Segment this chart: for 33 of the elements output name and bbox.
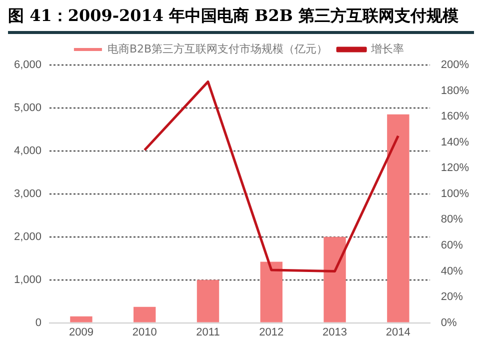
x-tick-label: 2011 <box>196 326 220 338</box>
y2-tick-label: 40% <box>440 265 464 278</box>
y2-tick-label: 0% <box>440 316 457 329</box>
y2-tick-label: 20% <box>440 291 464 304</box>
x-tick-label: 2014 <box>386 326 410 338</box>
y-tick-label: 2,000 <box>14 230 42 243</box>
bar <box>70 316 92 322</box>
bar <box>196 280 220 322</box>
y2-tick-label: 100% <box>440 188 470 200</box>
x-tick-label: 2010 <box>132 326 157 338</box>
y2-tick-label: 180% <box>440 84 470 97</box>
y-tick-label: 4,000 <box>14 144 42 157</box>
bar <box>387 114 410 322</box>
legend-label: 增长率 <box>370 42 404 56</box>
y2-tick-label: 60% <box>440 239 464 252</box>
bar <box>324 236 346 322</box>
bar <box>134 306 156 322</box>
y-tick-label: 3,000 <box>14 188 42 200</box>
y-tick-label: 5,000 <box>14 102 42 114</box>
y-tick-label: 0 <box>35 316 42 329</box>
chart-title: 图 41：2009-2014 年中国电商 B2B 第三方互联网支付规模 <box>7 5 460 27</box>
x-tick-label: 2012 <box>259 326 284 338</box>
y2-tick-label: 140% <box>440 136 470 148</box>
y-tick-label: 6,000 <box>14 59 42 72</box>
y2-tick-label: 160% <box>440 110 470 123</box>
bar <box>260 262 282 322</box>
y2-tick-label: 200% <box>440 59 470 72</box>
y2-tick-label: 80% <box>440 214 464 226</box>
legend-label: 电商B2B第三方互联网支付市场规模（亿元） <box>107 42 328 56</box>
y2-tick-label: 120% <box>440 162 470 174</box>
x-tick-label: 2013 <box>322 326 348 338</box>
x-tick-label: 2009 <box>68 326 94 338</box>
y-tick-label: 1,000 <box>14 274 42 286</box>
